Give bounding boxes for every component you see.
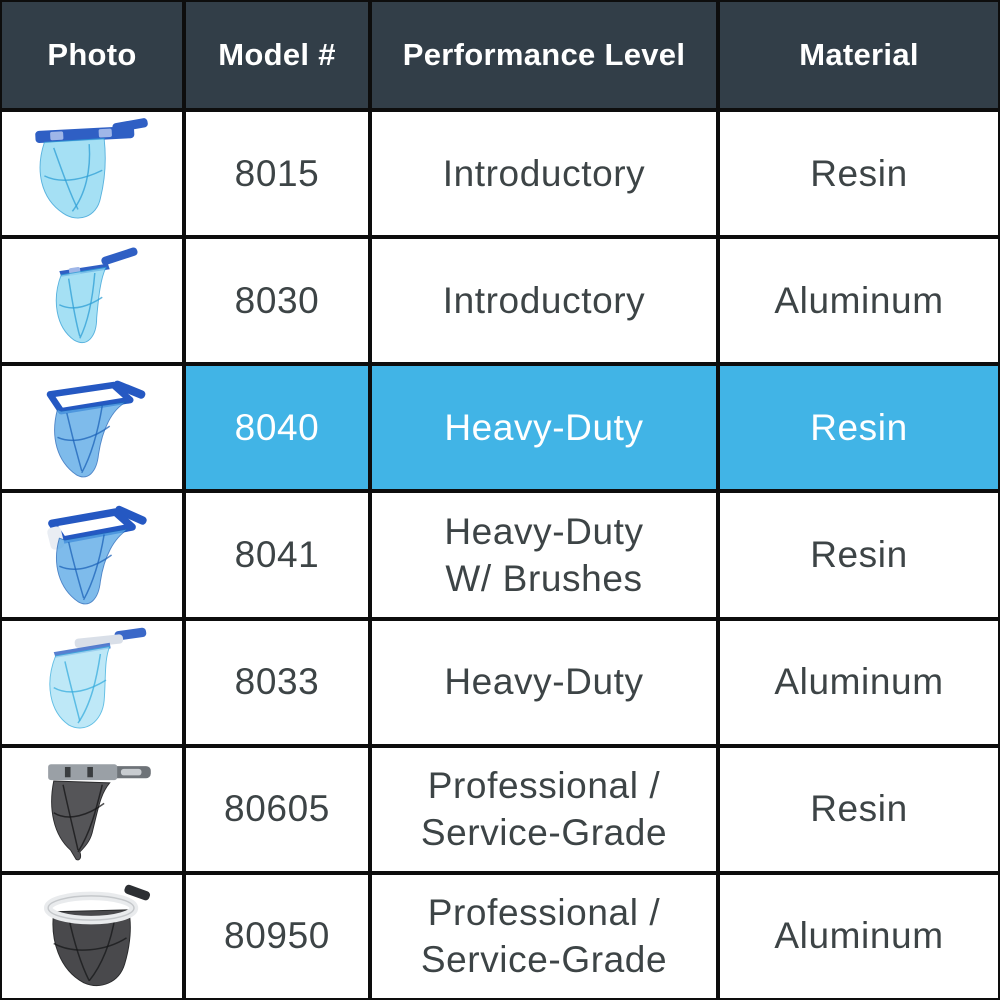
photo-cell [2, 747, 182, 871]
skimmer-photo-8033 [49, 627, 147, 729]
material-cell: Aluminum [720, 874, 998, 998]
photo-cell [2, 874, 182, 998]
skimmer-photo-8015 [35, 117, 148, 218]
material-cell: Resin [720, 112, 998, 236]
material-cell: Aluminum [720, 620, 998, 744]
photo-cell [2, 620, 182, 744]
model-cell: 8033 [186, 620, 368, 744]
header-cell-photo: Photo [2, 2, 182, 108]
material-cell: Resin [720, 366, 998, 490]
header-cell-model: Model # [186, 2, 368, 108]
photo-cell [2, 493, 182, 617]
header-cell-material: Material [720, 2, 998, 108]
material-cell: Aluminum [720, 239, 998, 363]
skimmer-photo-80950 [43, 885, 151, 987]
model-cell: 8015 [186, 112, 368, 236]
performance-cell: Introductory [372, 239, 716, 363]
performance-cell: Professional / Service-Grade [372, 874, 716, 998]
photo-cell [2, 239, 182, 363]
model-cell: 8040 [186, 366, 368, 490]
skimmer-photo-8040 [46, 380, 146, 478]
performance-cell: Introductory [372, 112, 716, 236]
performance-cell: Professional / Service-Grade [372, 747, 716, 871]
skimmer-photo-80605 [48, 764, 151, 861]
performance-cell: Heavy-Duty [372, 366, 716, 490]
model-cell: 8030 [186, 239, 368, 363]
skimmer-photo-8030 [55, 247, 138, 343]
model-cell: 80950 [186, 874, 368, 998]
model-cell: 80605 [186, 747, 368, 871]
model-cell: 8041 [186, 493, 368, 617]
performance-cell: Heavy-Duty [372, 620, 716, 744]
performance-cell: Heavy-Duty W/ Brushes [372, 493, 716, 617]
material-cell: Resin [720, 493, 998, 617]
photo-cell [2, 112, 182, 236]
header-cell-performance: Performance Level [372, 2, 716, 108]
skimmer-photo-8041 [47, 505, 147, 605]
photo-cell [2, 366, 182, 490]
material-cell: Resin [720, 747, 998, 871]
